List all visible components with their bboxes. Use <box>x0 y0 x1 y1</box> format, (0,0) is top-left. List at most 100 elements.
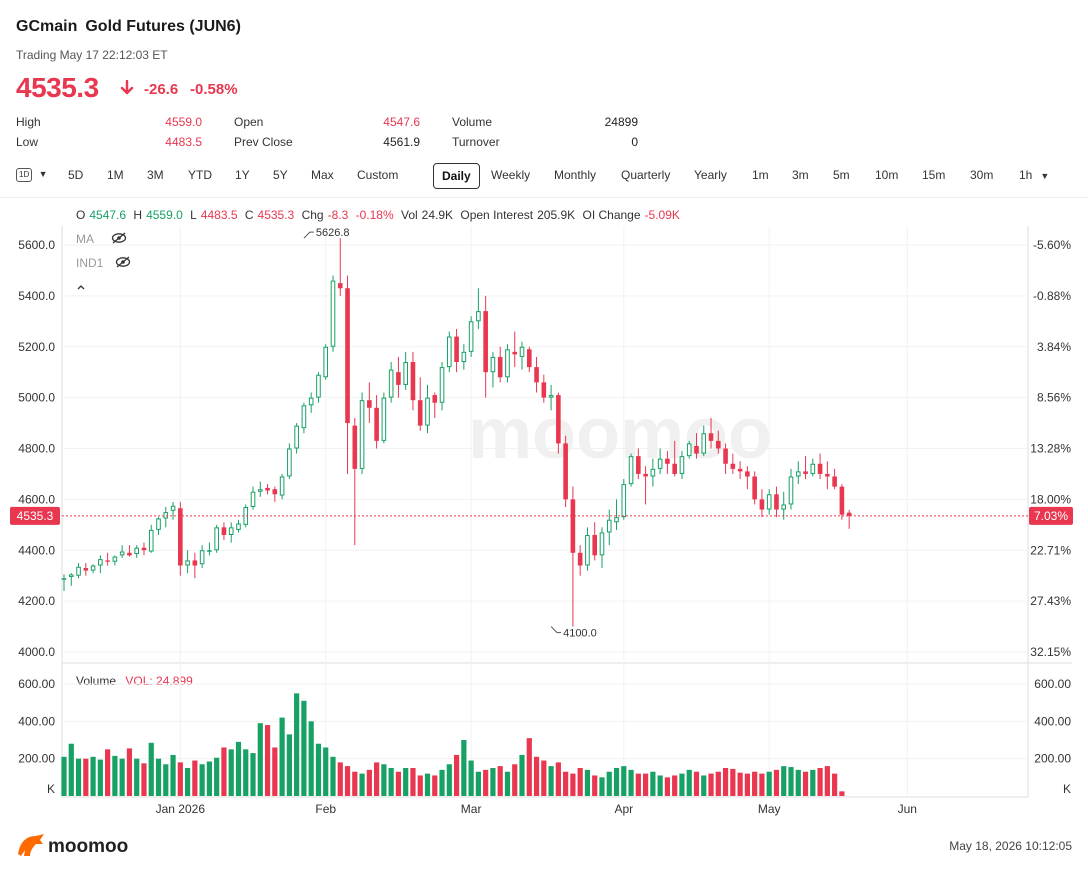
volume-bar <box>759 773 765 796</box>
candle <box>279 473 285 500</box>
ohlc-close: 4535.3 <box>257 208 295 222</box>
candle-body <box>548 395 554 398</box>
range-3m[interactable]: 3M <box>147 168 164 182</box>
range-ytd[interactable]: YTD <box>188 168 212 182</box>
stat-label-volume: Volume <box>452 115 493 129</box>
volume-bar <box>155 758 162 796</box>
volume-bar <box>672 775 678 796</box>
range-5d[interactable]: 5D <box>68 168 84 182</box>
volume-y-tick-label: 600.00 <box>18 677 55 691</box>
candle-body <box>643 473 648 477</box>
volume-unit-label: K <box>47 782 55 796</box>
stat-value-volume: 24899 <box>604 115 638 129</box>
candle <box>112 555 118 566</box>
candle-body <box>650 468 656 477</box>
candle-body <box>236 523 241 530</box>
volume-bar <box>664 777 671 796</box>
instrument-title: GCmain Gold Futures (JUN6) <box>16 18 241 36</box>
candle <box>825 461 830 490</box>
volume-bar <box>337 762 343 796</box>
candle <box>243 504 249 528</box>
chevron-down-icon: ▼ <box>1040 171 1050 181</box>
min-annotation-leader <box>550 626 562 634</box>
interval-5m[interactable]: 5m <box>833 168 850 182</box>
ohlc-c-label: C <box>244 208 254 222</box>
candle <box>672 440 677 477</box>
candle-body <box>265 487 270 491</box>
candle-body <box>614 517 619 523</box>
volume-bar <box>744 773 750 796</box>
eye-off-icon[interactable] <box>111 232 127 247</box>
interval-15m[interactable]: 15m <box>922 168 946 182</box>
candle <box>221 522 227 541</box>
candle-body <box>90 565 96 571</box>
chart-type-dropdown[interactable]: 1D ▼ <box>16 166 48 182</box>
candle <box>345 275 350 474</box>
candle-body <box>592 534 598 556</box>
volume-bar <box>294 693 300 796</box>
volume-bar <box>679 773 685 796</box>
interval-1m[interactable]: 1m <box>752 168 769 182</box>
stat-value-open: 4547.6 <box>383 115 420 129</box>
volume-bar <box>752 771 758 796</box>
candle <box>90 564 96 574</box>
interval-1h[interactable]: 1h ▼ <box>1019 168 1049 182</box>
volume-bar <box>90 756 96 796</box>
range-max[interactable]: Max <box>311 168 334 182</box>
candle <box>694 433 699 459</box>
candle-body <box>417 400 423 426</box>
interval-30m[interactable]: 30m <box>970 168 994 182</box>
candle-body <box>519 346 525 357</box>
watermark: moomoo <box>468 394 772 474</box>
candle-body <box>665 458 670 464</box>
pct-y-tick-label: -0.88% <box>1033 289 1071 303</box>
x-tick-label: Mar <box>461 802 482 816</box>
eye-off-icon[interactable] <box>115 256 131 271</box>
candles <box>61 238 852 627</box>
volume-bar <box>366 769 372 796</box>
interval-3m[interactable]: 3m <box>792 168 809 182</box>
price-y-tick-label: 4200.0 <box>18 594 55 608</box>
candle-body <box>577 552 583 566</box>
interval-quarterly[interactable]: Quarterly <box>621 168 671 182</box>
ohlc-oi-change: -5.09K <box>644 208 680 222</box>
volume-bar <box>657 775 663 796</box>
volume-bar <box>374 762 380 796</box>
candle <box>141 542 147 556</box>
candle <box>781 491 787 520</box>
chevron-down-icon: ▼ <box>38 169 48 179</box>
candle-body <box>497 356 503 378</box>
candle <box>308 392 314 413</box>
candle <box>396 356 401 398</box>
volume-bar <box>272 747 278 796</box>
price-y-tick-label: 4400.0 <box>18 543 55 557</box>
volume-bar <box>548 766 554 796</box>
volume-bar <box>584 769 591 796</box>
range-1y[interactable]: 1Y <box>235 168 250 182</box>
candle-body <box>119 551 125 556</box>
interval-monthly[interactable]: Monthly <box>554 168 597 182</box>
interval-weekly[interactable]: Weekly <box>491 168 531 182</box>
range-1m[interactable]: 1M <box>107 168 124 182</box>
range-custom[interactable]: Custom <box>357 168 399 182</box>
pct-y-tick-label: 22.71% <box>1030 543 1071 557</box>
candle-body <box>250 491 256 508</box>
indicator-ind1[interactable]: IND1 <box>76 256 131 271</box>
candle <box>257 481 263 497</box>
candle-body <box>170 505 176 511</box>
candle <box>403 351 408 390</box>
candle-body <box>148 529 154 552</box>
interval-daily[interactable]: Daily <box>433 163 480 189</box>
brand-name: moomoo <box>48 836 129 857</box>
interval-10m[interactable]: 10m <box>875 168 899 182</box>
ohlc-oi: 205.9K <box>537 208 576 222</box>
volume-y-tick-label: 400.00 <box>18 714 55 728</box>
range-5y[interactable]: 5Y <box>273 168 288 182</box>
candle-body <box>839 486 845 515</box>
volume-bar <box>621 766 627 796</box>
interval-yearly[interactable]: Yearly <box>694 168 727 182</box>
chevron-up-icon[interactable] <box>76 278 86 296</box>
indicator-ma[interactable]: MA <box>76 232 127 247</box>
candle-body <box>199 550 205 565</box>
